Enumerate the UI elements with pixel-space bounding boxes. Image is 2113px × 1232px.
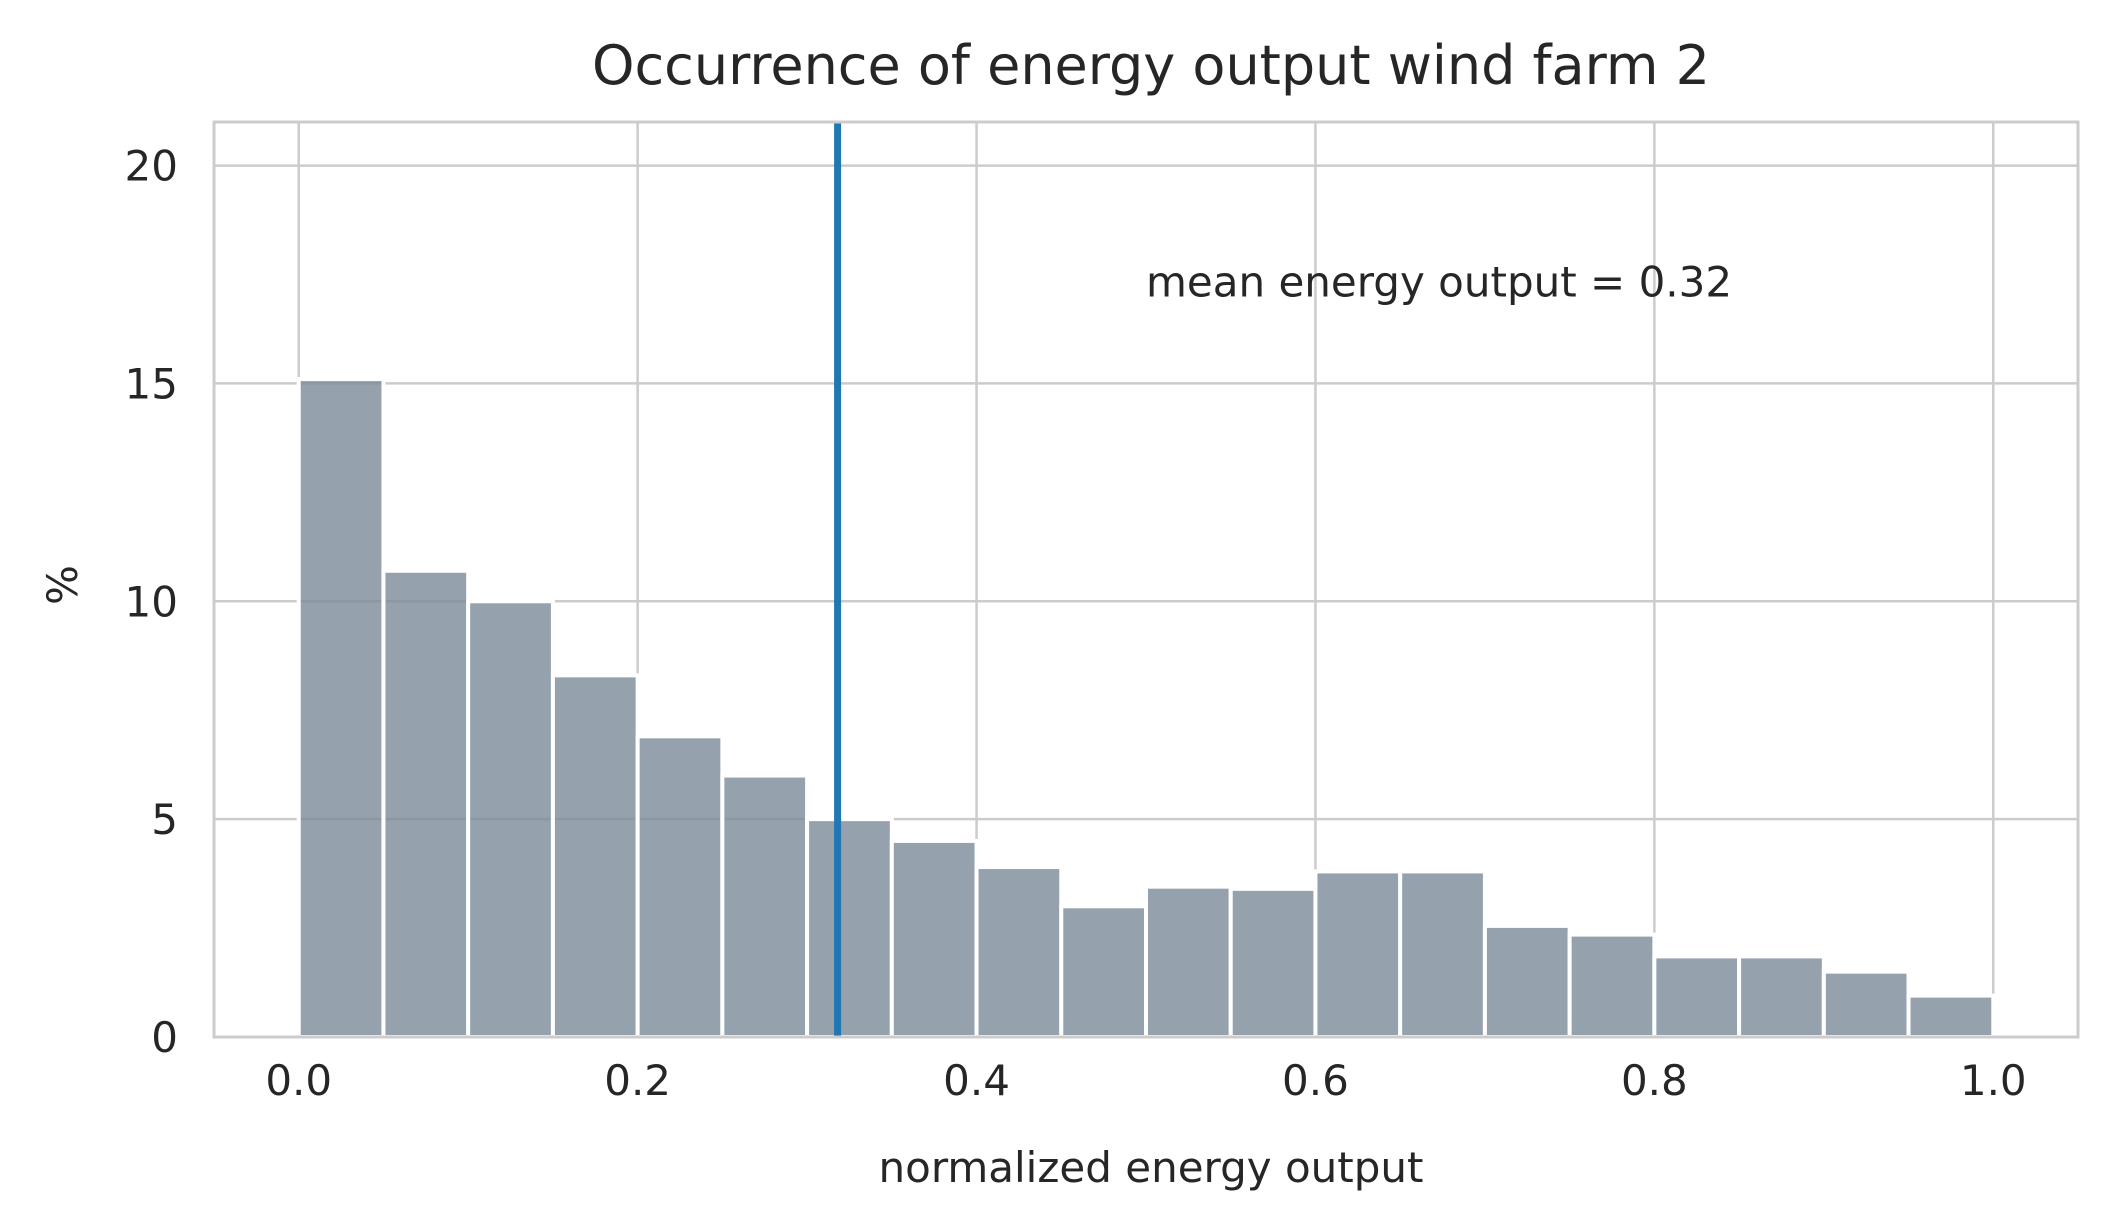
plot-frame (212, 120, 2080, 1039)
histogram-bar (1652, 954, 1742, 1040)
x-axis-label: normalized energy output (879, 1143, 1424, 1192)
x-tick-label: 0.6 (1282, 1056, 1349, 1105)
x-tick-label: 1.0 (1960, 1056, 2027, 1105)
y-axis-label: % (38, 565, 87, 605)
x-tick-labels: 0.0 0.2 0.4 0.6 0.8 1.0 (265, 1056, 2026, 1105)
histogram-bar (1313, 869, 1403, 1040)
plot-border (212, 120, 2080, 1039)
histogram-bar (1144, 884, 1233, 1040)
histogram-bar (720, 773, 810, 1039)
chart-title: Occurrence of energy output wind farm 2 (592, 34, 1710, 97)
histogram-bar (635, 734, 725, 1039)
histogram-bar (1906, 993, 1996, 1039)
y-tick-label: 20 (125, 142, 178, 191)
histogram-bar (974, 865, 1064, 1039)
y-tick-labels: 0 5 10 15 20 (125, 142, 178, 1062)
x-tick-label: 0.0 (265, 1056, 332, 1105)
histogram-bar (381, 568, 471, 1039)
y-tick-label: 15 (125, 359, 178, 408)
x-tick-label: 0.8 (1621, 1056, 1688, 1105)
histogram-bar (889, 838, 979, 1040)
histogram-bar (1228, 886, 1318, 1039)
y-tick-label: 5 (151, 795, 178, 844)
histogram-bar (1737, 954, 1826, 1040)
y-tick-label: 10 (125, 577, 178, 626)
y-tick-label: 0 (151, 1013, 178, 1062)
histogram-bar (1398, 869, 1487, 1040)
histogram-bar (1567, 932, 1657, 1039)
histogram-bar (1821, 969, 1911, 1040)
x-tick-label: 0.2 (604, 1056, 671, 1105)
mean-annotation: mean energy output = 0.32 (1146, 257, 1732, 306)
histogram-bar (466, 599, 555, 1039)
histogram-bar (550, 673, 640, 1039)
histogram-bar (1059, 904, 1148, 1039)
histogram-bar (1482, 923, 1572, 1040)
annotation-group: mean energy output = 0.32 (1146, 257, 1732, 306)
histogram-bar (805, 817, 894, 1040)
histogram-bar (296, 377, 386, 1040)
histogram-bars (296, 377, 1996, 1040)
x-tick-label: 0.4 (943, 1056, 1010, 1105)
